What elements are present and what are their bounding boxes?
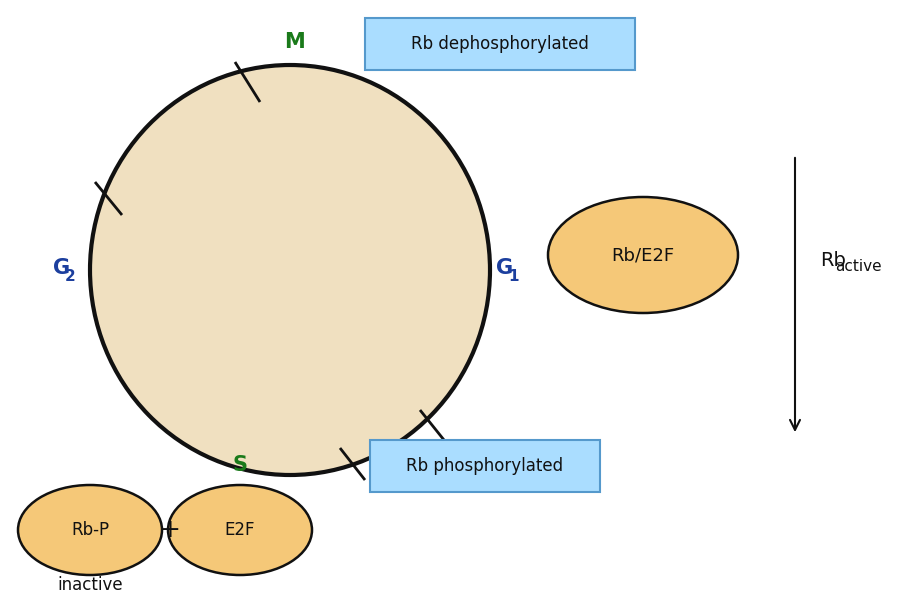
Text: E2F: E2F [225, 521, 255, 539]
Text: Rb-P: Rb-P [71, 521, 109, 539]
Ellipse shape [90, 65, 490, 475]
Text: 1: 1 [508, 269, 519, 284]
FancyBboxPatch shape [370, 440, 600, 492]
FancyBboxPatch shape [365, 18, 635, 70]
Text: 2: 2 [65, 269, 75, 284]
Text: inactive: inactive [57, 576, 122, 594]
Text: Rb/E2F: Rb/E2F [611, 246, 675, 264]
Text: G: G [54, 258, 71, 278]
Text: Rb: Rb [820, 251, 846, 269]
Ellipse shape [18, 485, 162, 575]
Text: Rb dephosphorylated: Rb dephosphorylated [411, 35, 589, 53]
Text: active: active [834, 259, 882, 274]
Ellipse shape [548, 197, 738, 313]
Text: G: G [496, 258, 513, 278]
Ellipse shape [168, 485, 312, 575]
Text: M: M [285, 32, 306, 52]
Text: +: + [160, 518, 180, 542]
Text: Rb phosphorylated: Rb phosphorylated [406, 457, 563, 475]
Text: S: S [232, 455, 248, 475]
